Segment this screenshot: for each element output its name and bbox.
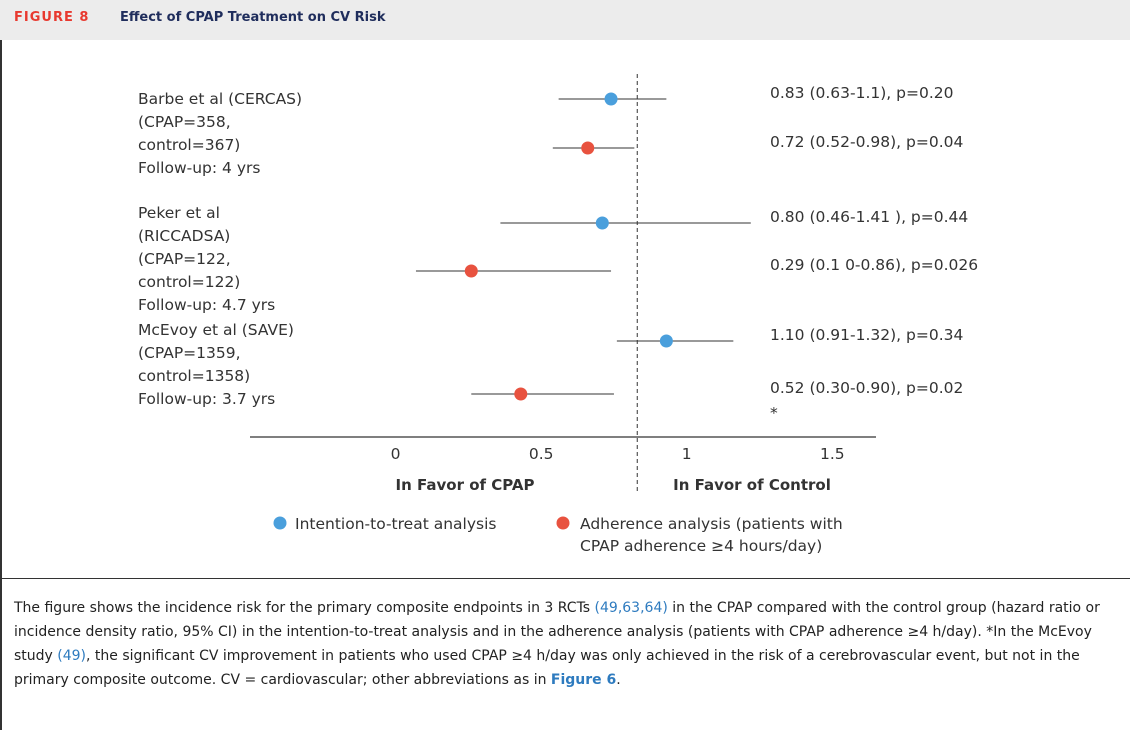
caption-text-1: The figure shows the incidence risk for …	[14, 600, 595, 616]
study-label: (CPAP=1359,	[138, 344, 241, 362]
left-border	[0, 40, 2, 730]
study-label: McEvoy et al (SAVE)	[138, 321, 294, 339]
study-label: control=367)	[138, 136, 240, 154]
itt-point	[604, 92, 618, 106]
study-label: control=122)	[138, 273, 240, 291]
x-tick-label: 1	[682, 445, 692, 463]
itt-point	[595, 216, 609, 230]
figure-header: FIGURE 8 Effect of CPAP Treatment on CV …	[0, 0, 1130, 40]
study-label: Peker et al	[138, 204, 220, 222]
study-label: (CPAP=122,	[138, 250, 231, 268]
result-label: 0.83 (0.63-1.1), p=0.20	[770, 84, 953, 102]
study-label: (CPAP=358,	[138, 113, 231, 131]
result-label: 0.72 (0.52-0.98), p=0.04	[770, 133, 963, 151]
result-label: 0.80 (0.46-1.41 ), p=0.44	[770, 208, 968, 226]
result-label: 1.10 (0.91-1.32), p=0.34	[770, 326, 963, 344]
result-label: 0.52 (0.30-0.90), p=0.02	[770, 379, 963, 397]
adherence-point	[581, 141, 595, 155]
x-tick-label: 1.5	[820, 445, 845, 463]
figure-number: FIGURE 8	[14, 10, 90, 25]
legend-itt-label: Intention-to-treat analysis	[295, 515, 496, 533]
study-label: Follow-up: 4 yrs	[138, 159, 260, 177]
caption-text-2: in the CPAP compared with the control gr…	[14, 600, 1100, 664]
adherence-point	[514, 387, 528, 401]
x-tick-label: 0	[391, 445, 401, 463]
caption-figure-link[interactable]: Figure 6	[550, 672, 617, 688]
favor-cpap-label: In Favor of CPAP	[396, 476, 535, 494]
study-label: Follow-up: 3.7 yrs	[138, 390, 275, 408]
forest-plot: 0 0.5 1 1.5 In Favor of CPAP In Favor of Cont…	[138, 74, 978, 555]
x-tick-label: 0.5	[529, 445, 554, 463]
itt-point	[659, 334, 673, 348]
caption-text-3: , the significant CV improvement in pati…	[14, 648, 1080, 688]
caption-text-4: .	[616, 672, 621, 688]
result-label: 0.29 (0.1 0-0.86), p=0.026	[770, 256, 978, 274]
adherence-point	[464, 264, 478, 278]
legend-adherence-label: CPAP adherence ≥4 hours/day)	[580, 537, 822, 555]
figure-caption: The figure shows the incidence risk for …	[14, 596, 1104, 692]
caption-ref-2[interactable]: (49)	[57, 648, 87, 664]
legend-itt-marker	[273, 516, 287, 530]
study-label: (RICCADSA)	[138, 227, 230, 245]
legend-adherence-marker	[556, 516, 570, 530]
favor-control-label: In Favor of Control	[673, 476, 831, 494]
study-label: Follow-up: 4.7 yrs	[138, 296, 275, 314]
caption-divider	[0, 578, 1130, 579]
study-label: control=1358)	[138, 367, 250, 385]
study-label: Barbe et al (CERCAS)	[138, 90, 302, 108]
figure-title: Effect of CPAP Treatment on CV Risk	[120, 10, 386, 25]
caption-ref-1[interactable]: (49,63,64)	[594, 600, 668, 616]
asterisk-note: *	[770, 404, 778, 422]
legend-adherence-label: Adherence analysis (patients with	[580, 515, 843, 533]
